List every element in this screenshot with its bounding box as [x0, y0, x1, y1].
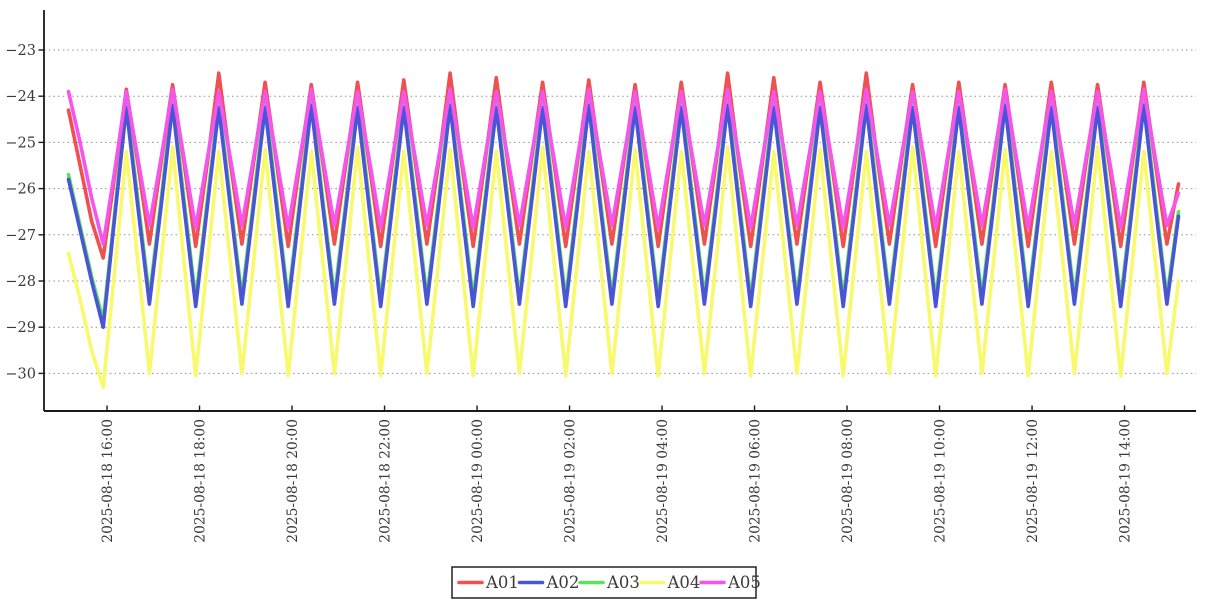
y-tick-label: −29	[5, 320, 36, 336]
series-line-A05	[66, 87, 1181, 246]
legend-label-A04: A04	[667, 573, 701, 592]
series-line-A02	[66, 103, 1181, 330]
x-tick-label: 2025-08-19 06:00	[748, 419, 764, 543]
y-tick-label: −25	[5, 135, 36, 151]
y-tick-label: −23	[5, 43, 36, 59]
y-tick-label: −24	[5, 89, 36, 105]
x-tick-label: 2025-08-18 16:00	[100, 419, 116, 543]
x-tick-label: 2025-08-19 12:00	[1025, 419, 1041, 543]
x-tick-label: 2025-08-19 08:00	[840, 419, 856, 543]
x-tick-label: 2025-08-18 20:00	[285, 419, 301, 543]
x-tick-label: 2025-08-18 18:00	[193, 419, 209, 543]
x-tick-label: 2025-08-19 04:00	[655, 419, 671, 543]
x-tick-label: 2025-08-18 22:00	[378, 419, 394, 543]
x-tick-label: 2025-08-19 02:00	[563, 419, 579, 543]
series-line-A04	[66, 145, 1181, 390]
legend-label-A02: A02	[546, 573, 580, 592]
y-tick-label: −26	[5, 182, 36, 198]
x-tick-label: 2025-08-19 00:00	[470, 419, 486, 543]
x-tick-label: 2025-08-19 14:00	[1118, 419, 1134, 543]
y-tick-label: −30	[5, 366, 36, 382]
legend-label-A03: A03	[606, 573, 640, 592]
y-tick-label: −27	[5, 228, 36, 244]
x-tick-label: 2025-08-19 10:00	[933, 419, 949, 543]
y-tick-label: −28	[5, 274, 36, 290]
legend-label-A01: A01	[485, 573, 519, 592]
legend-label-A05: A05	[727, 573, 761, 592]
